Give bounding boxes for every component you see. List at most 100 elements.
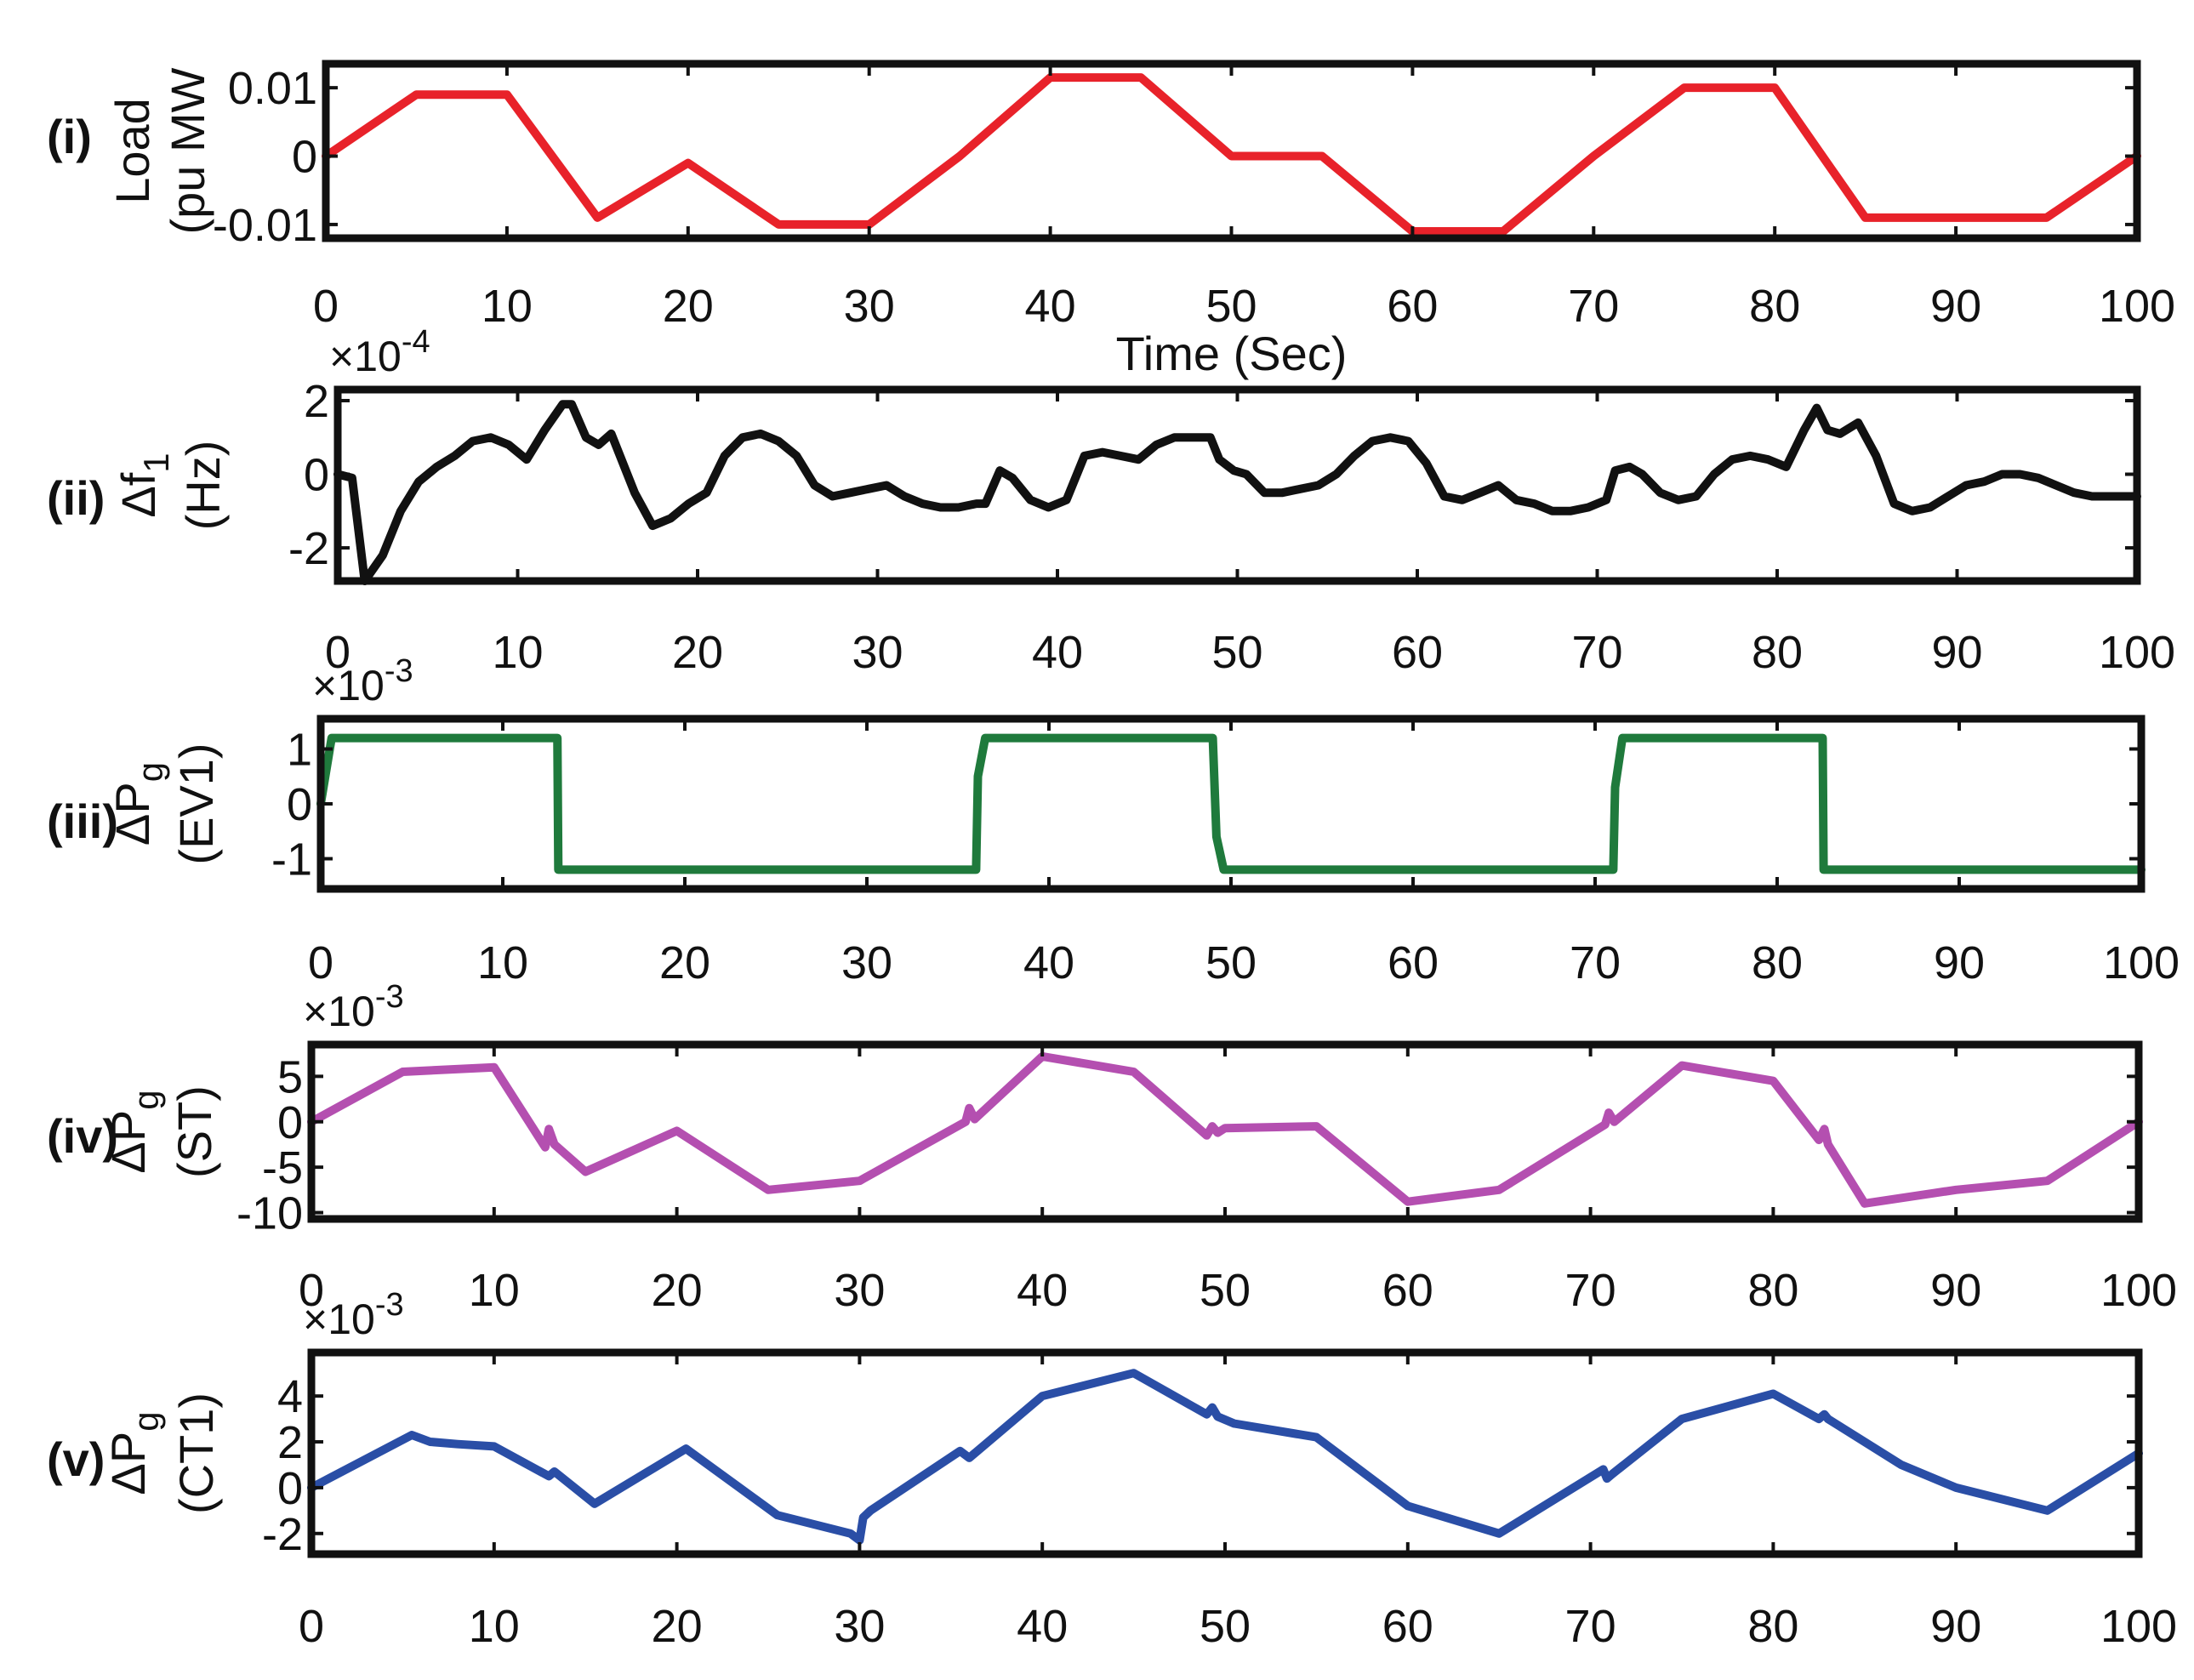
y-tick-label: 0 [304, 450, 329, 501]
y-axis-label-subscript: g [126, 1411, 166, 1431]
chart-panel-3: 0 10 20 30 40 50 60 70 80 90 10010-1×10-3(iii)ΔPg(… [47, 653, 2180, 988]
x-tick-label: 20 [652, 1265, 703, 1316]
y-axis-label-line-2: (CT1) [169, 1392, 223, 1514]
x-tick-label: 100 [2100, 1601, 2177, 1652]
x-tick-label: 0 [325, 627, 350, 678]
panel-label: (iii) [47, 794, 118, 848]
x-tick-label: 20 [652, 1601, 703, 1652]
x-axis-label: Time (Sec) [1116, 327, 1348, 380]
y-axis-label-subscript: g [126, 1090, 166, 1109]
y-tick-label: 0 [277, 1463, 303, 1514]
plot-frame [333, 385, 2141, 585]
y-axis-label-line-1: Load [105, 98, 159, 204]
y-exponent-label: ×10-3 [312, 653, 413, 709]
x-tick-label: 60 [1382, 1601, 1433, 1652]
y-axis-label-line-1: ΔPg [101, 1090, 166, 1173]
y-tick-label: -2 [262, 1509, 303, 1560]
y-tick-label: -1 [271, 834, 312, 886]
y-exponent-power: -3 [385, 653, 413, 689]
x-tick-label: 70 [1571, 627, 1622, 678]
x-tick-label: 50 [1200, 1601, 1251, 1652]
x-tick-label: 40 [1017, 1601, 1068, 1652]
x-tick-label: 30 [834, 1601, 885, 1652]
x-tick-label: 20 [659, 937, 710, 988]
x-tick-label: 50 [1205, 937, 1257, 988]
x-tick-label: 80 [1747, 1601, 1798, 1652]
x-tick-label: 10 [469, 1601, 520, 1652]
x-tick-label: 10 [477, 937, 528, 988]
x-tick-label: 10 [492, 627, 543, 678]
x-tick-label: 100 [2103, 937, 2180, 988]
chart-panel-1: 0 10 20 30 40 50 60 70 80 90 100 0.01 0 -0.01 (i) Load(… [47, 60, 2175, 380]
x-tick-label: 60 [1387, 281, 1438, 332]
x-tick-label: 100 [2099, 627, 2175, 678]
x-tick-label: 40 [1017, 1265, 1068, 1316]
x-tick-label: 0 [313, 281, 339, 332]
x-tick-label: 20 [663, 281, 714, 332]
panel-label: (iv) [47, 1109, 118, 1163]
y-tick-label: 4 [277, 1371, 303, 1422]
x-tick-label: 30 [841, 937, 892, 988]
y-axis-label-line-1: Δf1 [111, 453, 176, 517]
panel-label: (i) [47, 110, 92, 163]
y-axis-label-line-1: ΔPg [105, 762, 170, 846]
y-exponent-power: -3 [375, 979, 404, 1015]
plot-frame [316, 715, 2146, 893]
x-tick-label: 30 [852, 627, 903, 678]
x-tick-label: 40 [1025, 281, 1076, 332]
y-exponent-label: ×10-3 [303, 979, 404, 1035]
x-tick-label: 70 [1568, 281, 1619, 332]
y-axis-label-subscript: 1 [136, 453, 176, 472]
x-tick-label: 20 [672, 627, 723, 678]
x-tick-label: 90 [1930, 281, 1981, 332]
x-tick-label: 90 [1934, 937, 1985, 988]
panel-label: (v) [47, 1432, 105, 1486]
y-exponent-power: -3 [375, 1287, 404, 1323]
x-tick-label: 50 [1205, 281, 1257, 332]
y-tick-label: 5 [277, 1051, 303, 1102]
data-line-2 [333, 400, 2141, 585]
x-tick-label: 80 [1752, 627, 1803, 678]
data-line-4 [307, 1051, 2143, 1208]
x-tick-label: 50 [1211, 627, 1262, 678]
data-line-3 [316, 733, 2146, 874]
x-tick-label: 30 [844, 281, 895, 332]
x-tick-label: 60 [1392, 627, 1443, 678]
x-tick-label: 60 [1382, 1265, 1433, 1316]
x-tick-label: 70 [1565, 1265, 1616, 1316]
y-tick-label: -2 [288, 523, 329, 574]
y-tick-label: 0 [287, 779, 312, 830]
x-tick-label: 40 [1032, 627, 1083, 678]
y-axis-label-line-2: (Hz) [176, 441, 230, 531]
x-tick-label: 40 [1023, 937, 1074, 988]
x-tick-label: 100 [2100, 1265, 2177, 1316]
y-axis-label-line-2: (pu MW [161, 67, 214, 234]
y-tick-label: -0.01 [213, 200, 317, 251]
panel-label: (ii) [47, 471, 105, 525]
x-tick-label: 30 [834, 1265, 885, 1316]
x-tick-label: 90 [1930, 1601, 1981, 1652]
y-axis-label-line-2: (EV1) [169, 743, 223, 864]
x-tick-label: 0 [299, 1601, 324, 1652]
x-tick-label: 10 [482, 281, 533, 332]
x-tick-label: 60 [1388, 937, 1439, 988]
y-tick-label: 0 [292, 132, 317, 183]
y-tick-label: 1 [287, 724, 312, 775]
y-tick-label: 2 [304, 376, 329, 427]
x-tick-label: 100 [2099, 281, 2175, 332]
y-axis-label-subscript: g [130, 762, 170, 782]
x-tick-label: 70 [1565, 1601, 1616, 1652]
plot-frame [307, 1348, 2143, 1558]
y-exponent-label: ×10-3 [303, 1287, 404, 1343]
x-tick-label: 90 [1931, 627, 1982, 678]
y-exponent-label: ×10-4 [329, 324, 430, 380]
x-tick-label: 50 [1200, 1265, 1251, 1316]
y-axis-label-line-1: ΔPg [101, 1411, 166, 1495]
data-line-1 [322, 73, 2141, 236]
y-tick-label: -5 [262, 1142, 303, 1193]
x-tick-label: 10 [469, 1265, 520, 1316]
y-tick-label: 0.01 [228, 63, 317, 114]
